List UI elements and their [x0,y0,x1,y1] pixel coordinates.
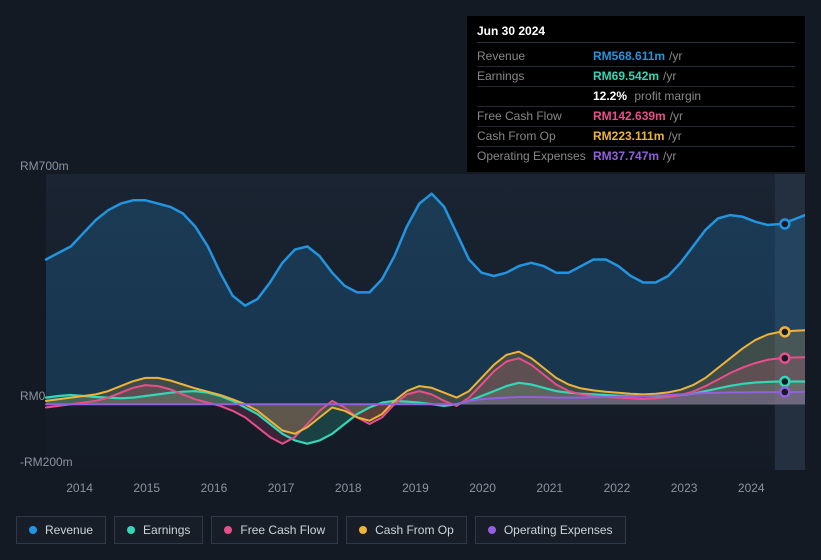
tooltip-row: Operating ExpensesRM37.747m/yr [477,147,795,166]
tooltip-rows: RevenueRM568.611m/yrEarningsRM69.542m/yr… [477,47,795,166]
svg-text:2019: 2019 [402,481,429,495]
legend-label: Earnings [143,523,190,537]
legend-dot-icon [359,526,367,534]
tooltip-metric-value: RM142.639m/yr [593,108,683,125]
svg-text:2021: 2021 [536,481,563,495]
tooltip-row: RevenueRM568.611m/yr [477,47,795,67]
tooltip-row: 12.2% profit margin [477,87,795,107]
legend-dot-icon [29,526,37,534]
tooltip-metric-value: RM37.747m/yr [593,148,676,165]
legend-item-earnings[interactable]: Earnings [114,516,203,544]
legend-dot-icon [488,526,496,534]
svg-text:2017: 2017 [268,481,295,495]
svg-text:2018: 2018 [335,481,362,495]
tooltip-metric-value: RM223.111m/yr [593,128,682,145]
legend-label: Free Cash Flow [240,523,325,537]
legend-item-fcf[interactable]: Free Cash Flow [211,516,338,544]
legend-item-cfo[interactable]: Cash From Op [346,516,467,544]
tooltip-metric-value: RM568.611m/yr [593,48,682,65]
tooltip-row: EarningsRM69.542m/yr [477,67,795,87]
tooltip-metric-label: Revenue [477,48,593,65]
legend-item-opex[interactable]: Operating Expenses [475,516,626,544]
chart-tooltip: Jun 30 2024 RevenueRM568.611m/yrEarnings… [467,16,805,172]
legend-dot-icon [224,526,232,534]
svg-text:RM700m: RM700m [20,160,69,173]
tooltip-metric-label: Free Cash Flow [477,108,593,125]
chart-container: RM700m RM0 -RM200m 2014 2015 2016 2017 2018 2019… [16,160,805,500]
tooltip-row: Free Cash FlowRM142.639m/yr [477,107,795,127]
svg-text:2023: 2023 [671,481,698,495]
tooltip-row: Cash From OpRM223.111m/yr [477,127,795,147]
tooltip-metric-label: Cash From Op [477,128,593,145]
tooltip-metric-label: Operating Expenses [477,148,593,165]
legend-label: Operating Expenses [504,523,613,537]
svg-text:2020: 2020 [469,481,496,495]
chart-legend: Revenue Earnings Free Cash Flow Cash From O… [16,516,626,544]
svg-text:2015: 2015 [133,481,160,495]
svg-text:2014: 2014 [66,481,93,495]
legend-label: Revenue [45,523,93,537]
svg-text:2022: 2022 [604,481,631,495]
svg-text:2016: 2016 [201,481,228,495]
svg-text:2024: 2024 [738,481,765,495]
financial-chart[interactable]: RM700m RM0 -RM200m 2014 2015 2016 2017 2018 2019… [16,160,805,500]
legend-dot-icon [127,526,135,534]
svg-text:-RM200m: -RM200m [20,455,73,469]
tooltip-metric-label: Earnings [477,68,593,85]
tooltip-date: Jun 30 2024 [477,24,795,43]
legend-item-revenue[interactable]: Revenue [16,516,106,544]
legend-label: Cash From Op [375,523,454,537]
tooltip-metric-value: RM69.542m/yr [593,68,676,85]
svg-text:RM0: RM0 [20,389,46,403]
